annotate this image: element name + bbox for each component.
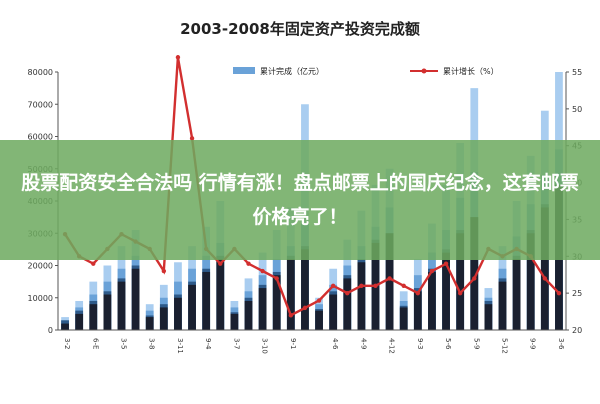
promo-banner[interactable]: 股票配资安全合法吗 行情有涨！盘点邮票上的国庆纪念，这套邮票价格亮了！ [0, 140, 600, 260]
line-point [302, 305, 308, 311]
line-point [175, 55, 181, 60]
line-point [359, 283, 364, 288]
bar [75, 313, 84, 331]
legend-label-line: 累计增长（%） [443, 66, 499, 76]
bar [442, 252, 450, 330]
x-tick-label: 3-5 [120, 338, 128, 349]
line-point [387, 276, 392, 281]
line-point [443, 261, 449, 266]
line-point [274, 276, 279, 281]
y-tick-label: 20000 [28, 262, 53, 271]
bar [117, 281, 126, 331]
bar [202, 271, 211, 330]
x-tick-label: 6-E [91, 338, 99, 349]
x-tick-label: 9-1 [289, 338, 297, 349]
y2-tick-label: 20 [572, 326, 582, 335]
x-tick-label: 4-12 [388, 338, 396, 354]
line-point [373, 283, 378, 288]
line-point [401, 283, 406, 288]
bar [540, 207, 549, 330]
bar [216, 259, 225, 330]
bar [272, 275, 281, 330]
x-tick-label: 9-4 [204, 338, 212, 350]
x-tick-label: 3-2 [63, 338, 71, 349]
line-point [218, 261, 223, 266]
bar [498, 281, 507, 331]
x-tick-label: 5-6 [444, 338, 452, 350]
bar [413, 291, 422, 330]
bar [89, 304, 98, 330]
line-point [260, 268, 265, 274]
chart-title: 2003-2008年固定资产投资完成额 [180, 20, 420, 38]
x-tick-label: 4-6 [331, 338, 339, 350]
line-point [161, 268, 167, 274]
bar [159, 307, 168, 330]
banner-headline[interactable]: 股票配资安全合法吗 行情有涨！盘点邮票上的国庆纪念，这套邮票价格亮了！ [21, 172, 579, 228]
bar [456, 233, 465, 330]
y-tick-label: 80000 [28, 68, 53, 77]
bar [174, 297, 182, 330]
line-point [189, 136, 195, 141]
bar [484, 304, 493, 330]
bar [329, 294, 338, 330]
legend-swatch-marker [421, 68, 427, 74]
y2-tick-label: 25 [572, 289, 582, 298]
bar [230, 313, 239, 331]
line-point [288, 313, 294, 318]
line-point [542, 276, 548, 281]
bar [145, 317, 154, 330]
x-tick-label: 3-10 [261, 338, 269, 354]
line-point [345, 290, 350, 296]
x-tick-label: 3-11 [176, 338, 184, 354]
bar [244, 300, 253, 330]
y-tick-label: 10000 [28, 294, 53, 303]
x-tick-label: 3-6 [557, 338, 565, 350]
legend-label-bar: 累计完成（亿元） [260, 66, 324, 76]
bar [385, 233, 394, 330]
bar [470, 217, 479, 331]
legend: 累计完成（亿元） 累计增长（%） [233, 66, 499, 76]
legend-swatch-bar [233, 67, 255, 74]
line-point [330, 283, 336, 288]
bar [512, 259, 521, 330]
y2-tick-label: 55 [572, 68, 582, 77]
line-point [91, 261, 96, 266]
bar [103, 294, 112, 330]
y-tick-label: 0 [48, 326, 53, 335]
bar [188, 284, 196, 330]
y-tick-label: 60000 [28, 133, 53, 142]
line-point [246, 261, 251, 266]
bar [61, 323, 69, 330]
bar [357, 262, 366, 330]
bar [301, 249, 309, 331]
bar [286, 259, 295, 330]
bar [428, 271, 436, 330]
x-tick-label: 5-12 [501, 338, 509, 354]
y2-tick-label: 50 [572, 105, 582, 114]
y-tick-label: 70000 [28, 100, 53, 109]
x-tick-label: 3-8 [148, 338, 156, 349]
line-point [316, 298, 322, 303]
bar [399, 307, 408, 330]
bar [526, 233, 535, 330]
line-point [457, 290, 463, 296]
line-point [415, 290, 421, 296]
x-tick-label: 5-9 [472, 338, 480, 349]
line-point [556, 290, 562, 296]
x-tick-label: 9-9 [529, 338, 537, 349]
x-tick-label: 9-3 [416, 338, 424, 349]
x-tick-label: 4-9 [359, 338, 367, 349]
x-tick-label: 3-7 [232, 338, 240, 349]
bar [131, 268, 140, 330]
bar [315, 310, 323, 330]
line-point [472, 276, 477, 281]
bar [343, 278, 352, 330]
bar [258, 288, 267, 330]
line-point [429, 268, 435, 274]
